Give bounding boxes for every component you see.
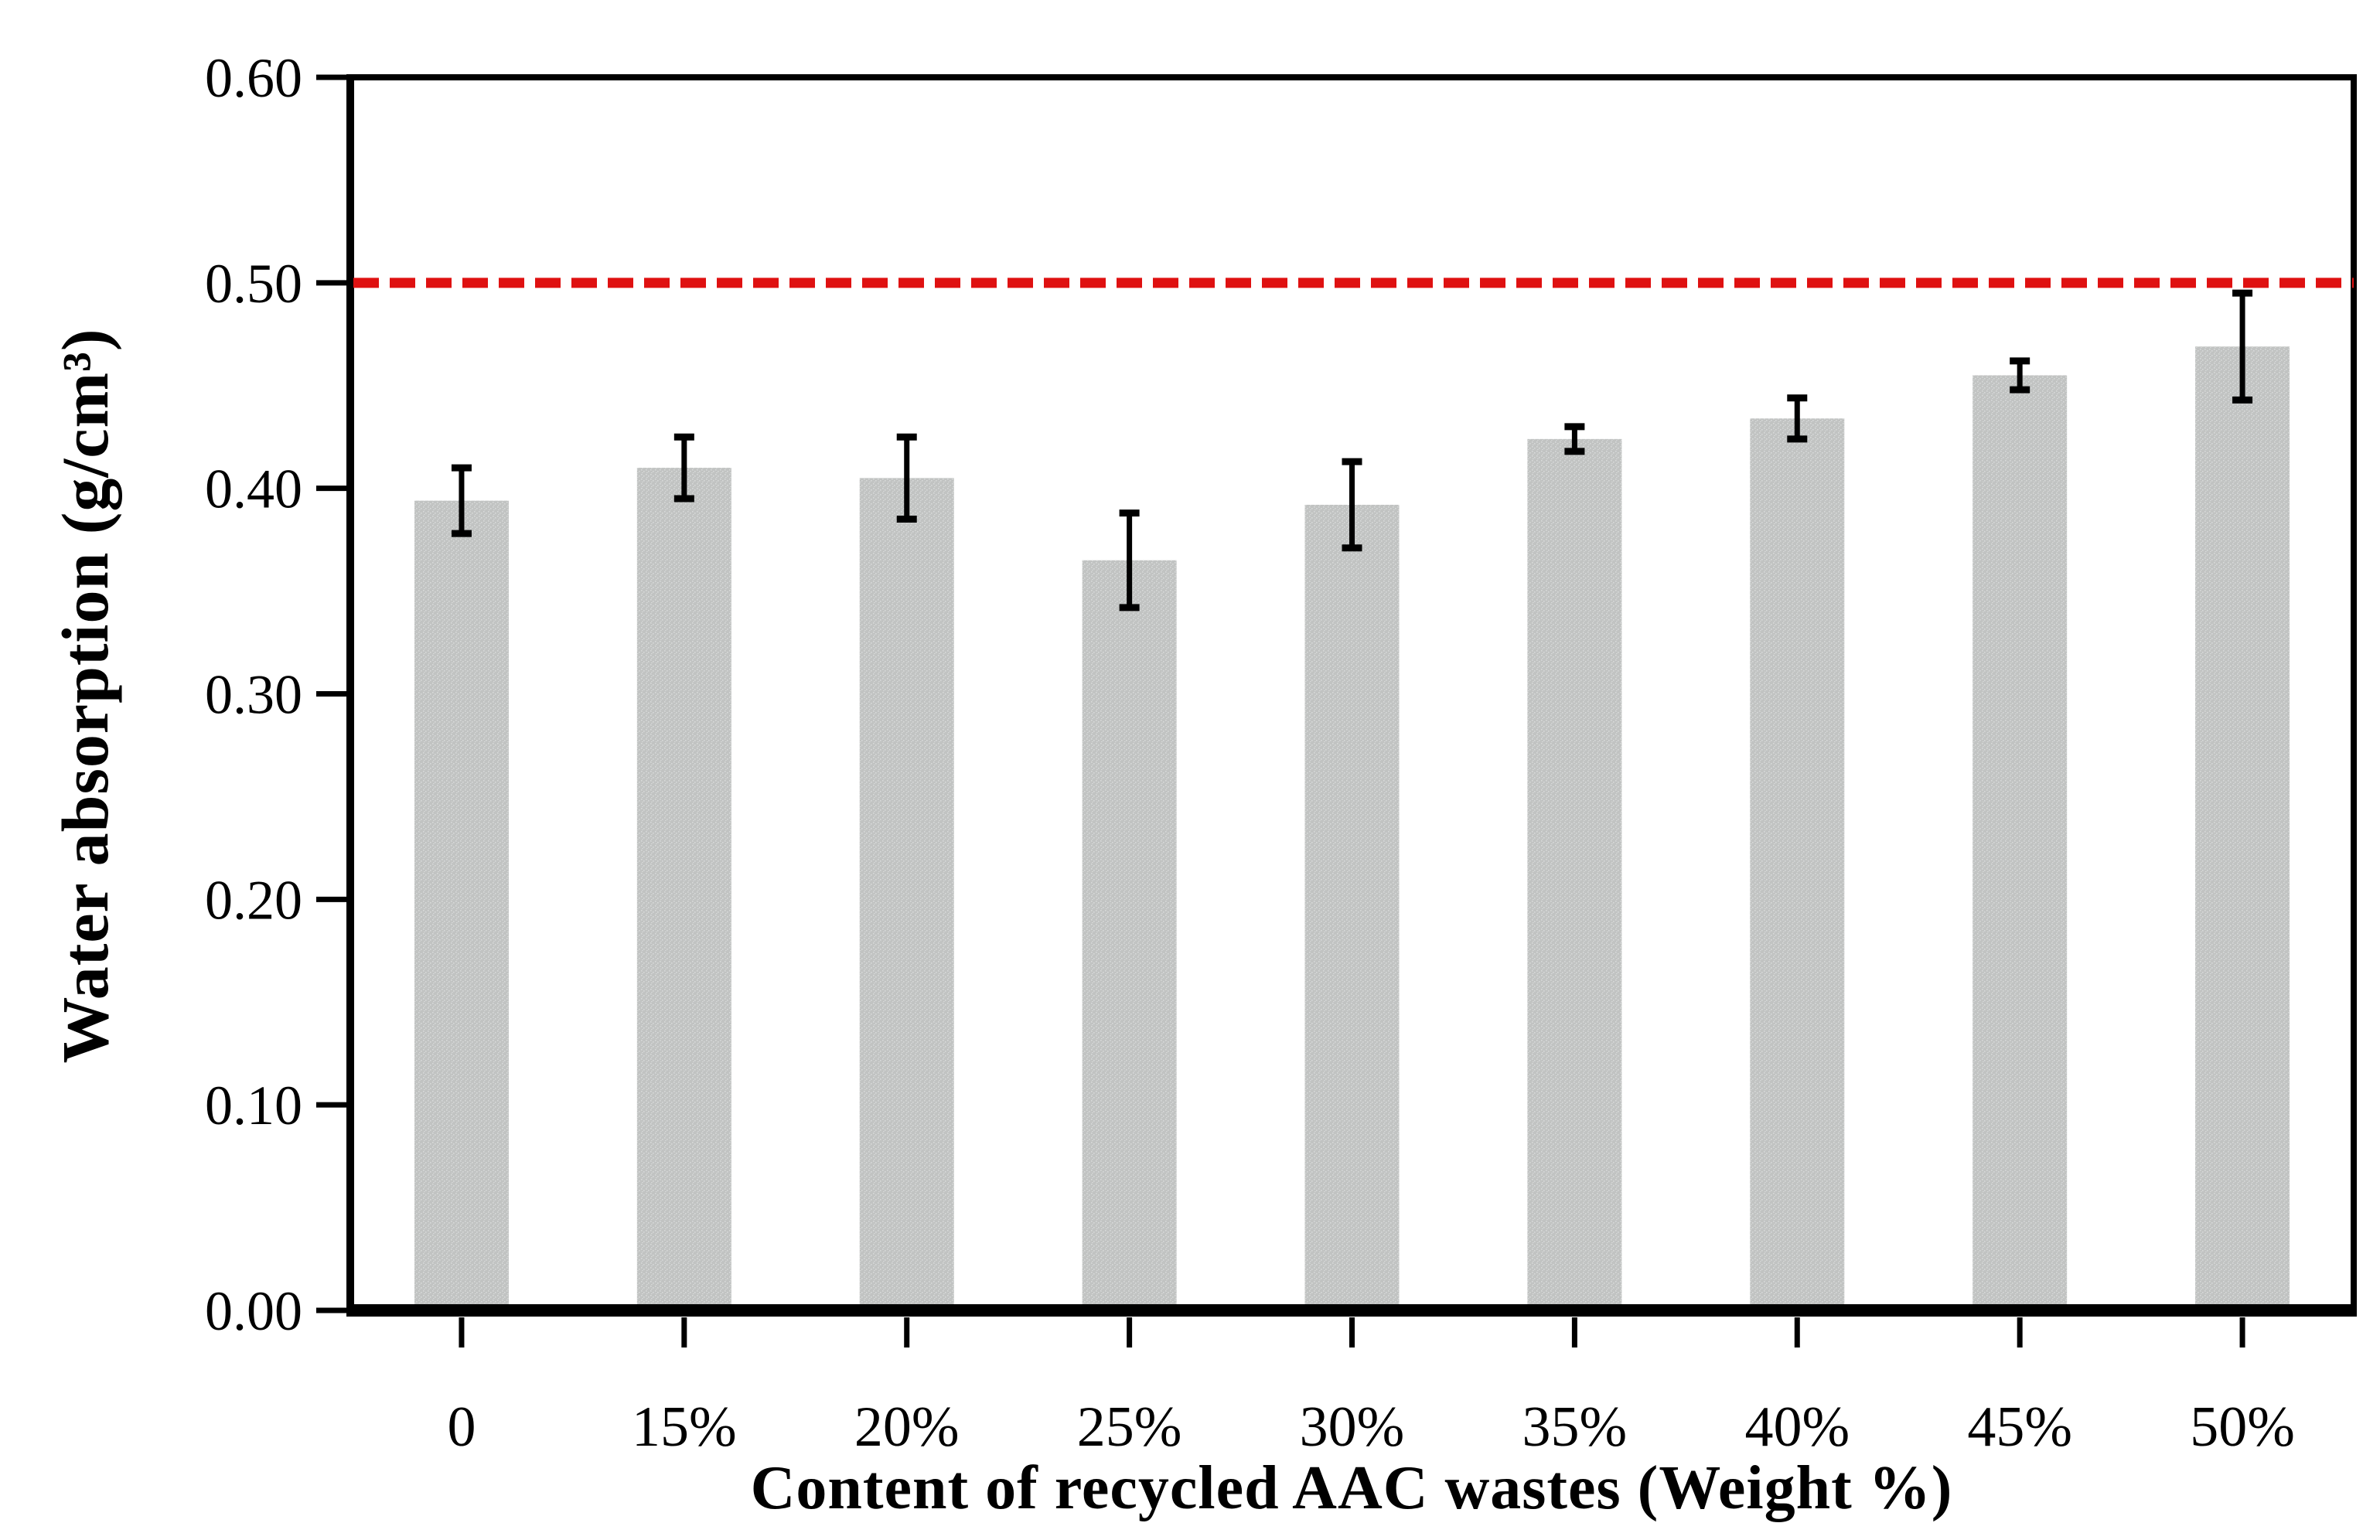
x-axis-title: Content of recycled AAC wastes (Weight %… (750, 1454, 1953, 1522)
bar-40% (1750, 418, 1845, 1310)
x-tick-label: 35% (1522, 1395, 1628, 1459)
x-tick-label: 40% (1744, 1395, 1850, 1459)
y-tick-label: 0.00 (205, 1280, 302, 1342)
x-tick-label: 50% (2190, 1395, 2295, 1459)
bar-0 (414, 500, 509, 1310)
bar-50% (2195, 346, 2290, 1310)
x-tick-label: 45% (1967, 1395, 2072, 1459)
bar-25% (1082, 560, 1177, 1310)
bar-45% (1973, 375, 2068, 1310)
y-tick-label: 0.60 (205, 47, 302, 109)
bar-15% (636, 468, 731, 1311)
x-tick-label: 0 (447, 1395, 476, 1459)
y-tick-label: 0.10 (205, 1075, 302, 1136)
y-tick-label: 0.50 (205, 253, 302, 315)
y-tick-label: 0.40 (205, 458, 302, 520)
bar-30% (1304, 504, 1400, 1310)
y-tick-label: 0.30 (205, 664, 302, 726)
x-tick-label: 30% (1300, 1395, 1405, 1459)
y-axis-title: Water absorption (g/cm³) (48, 328, 122, 1064)
y-tick-label: 0.20 (205, 869, 302, 931)
x-tick-label: 20% (854, 1395, 960, 1459)
x-tick-label: 15% (632, 1395, 737, 1459)
bar-35% (1527, 438, 1622, 1310)
bar-20% (859, 478, 954, 1310)
x-tick-label: 25% (1077, 1395, 1182, 1459)
